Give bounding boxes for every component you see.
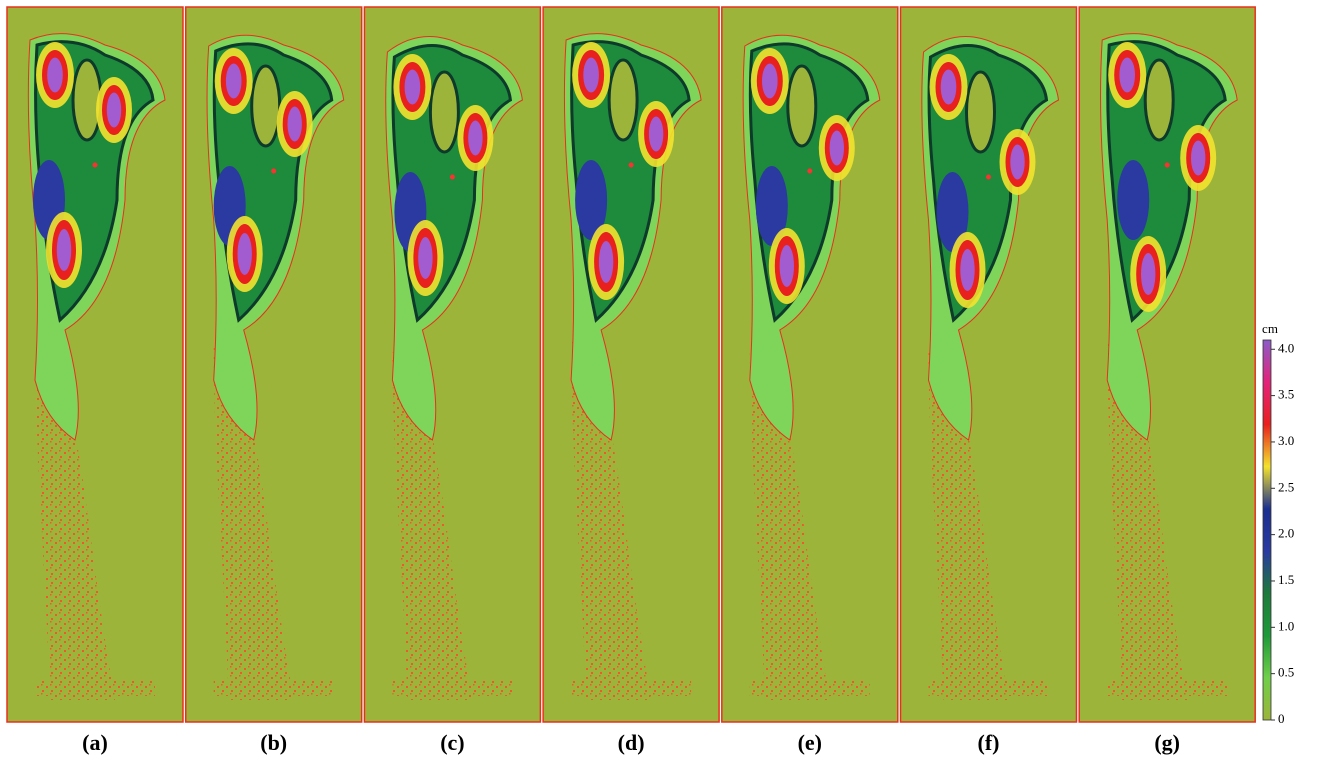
marker-dot [986,174,991,180]
hot-spot [598,241,614,283]
speckle-trail [928,352,1009,700]
panel [899,6,1078,723]
hot-spot [1141,253,1156,295]
colorbar-unit: cm [1262,321,1278,336]
marker-dot [1164,162,1170,168]
speckle-trail [35,340,115,700]
panel-label: (g) [1154,730,1180,755]
colorbar-tick-label: 4.0 [1278,340,1294,355]
hot-spot [648,116,664,152]
hot-spot [106,92,122,128]
hot-spot [418,237,433,279]
panel [721,6,899,723]
speckle-base [392,680,513,696]
speckle-trail [392,352,473,700]
speckle-base [35,680,155,696]
panel [184,6,363,723]
colorbar-tick-label: 0 [1278,711,1285,726]
colorbar-tick-label: 1.5 [1278,572,1294,587]
panel [363,6,542,723]
panel-label: (d) [618,730,645,755]
hot-spot [762,63,778,99]
colorbar-tick-label: 2.0 [1278,526,1294,541]
panel [6,6,184,723]
panel-label: (a) [82,730,108,755]
panel [1078,6,1256,723]
island [607,58,639,142]
hot-spot [960,249,975,291]
colorbar-tick-label: 3.0 [1278,433,1294,448]
island [965,70,996,154]
hot-spot [583,57,599,93]
speckle-trail [749,346,830,700]
depth-zone [755,166,788,246]
marker-dot [628,162,634,168]
speckle-base [571,680,692,696]
hot-spot [1010,144,1025,180]
hot-spot [56,229,72,271]
hot-spot [940,69,957,105]
hot-spot [1119,57,1135,93]
island [786,64,818,148]
hot-spot [287,106,302,142]
colorbar-tick-label: 1.0 [1278,618,1294,633]
speckle-base [213,680,334,696]
island [1143,58,1175,142]
speckle-trail [571,340,652,700]
colorbar-tick-label: 0.5 [1278,665,1294,680]
hot-spot [779,245,794,287]
colorbar [1262,339,1272,721]
marker-dot [271,168,277,174]
speckle-base [1107,680,1228,696]
speckle-base [749,680,870,696]
panel [542,6,720,723]
depth-zone [575,160,608,240]
panel-label: (f) [978,730,1000,755]
speckle-base [928,680,1049,696]
hot-spot [1191,140,1206,176]
island [250,64,282,148]
hot-spot [47,57,63,93]
hot-spot [468,120,483,156]
speckle-trail [1107,340,1188,700]
marker-dot [449,174,455,180]
island [428,70,460,154]
colorbar-tick-label: 3.5 [1278,387,1294,402]
marker-dot [807,168,813,174]
panel-label: (c) [440,730,464,755]
hot-spot [237,233,252,275]
panel-label: (e) [798,730,822,755]
hot-spot [829,130,844,166]
island [71,58,103,142]
depth-zone [1117,160,1150,240]
speckle-trail [213,346,294,700]
colorbar-tick-label: 2.5 [1278,479,1294,494]
depth-zone [936,172,969,252]
hot-spot [225,63,242,99]
marker-dot [92,162,98,168]
hot-spot [404,69,421,105]
panel-label: (b) [260,730,287,755]
